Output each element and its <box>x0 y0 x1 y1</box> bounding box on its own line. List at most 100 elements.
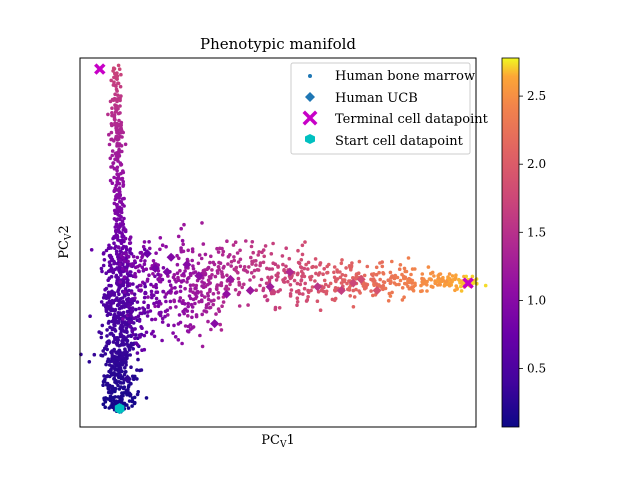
bone-marrow-point <box>104 309 109 314</box>
bone-marrow-point <box>125 297 129 302</box>
bone-marrow-point <box>226 287 231 291</box>
bone-marrow-point <box>128 251 132 255</box>
bone-marrow-point <box>110 165 115 169</box>
bone-marrow-point <box>124 389 128 394</box>
bone-marrow-point <box>348 294 353 298</box>
bone-marrow-point <box>129 313 133 318</box>
bone-marrow-point <box>129 381 133 386</box>
bone-marrow-point <box>107 142 112 147</box>
bone-marrow-point <box>118 332 123 336</box>
bone-marrow-point <box>232 258 236 263</box>
bone-marrow-point <box>173 286 177 290</box>
bone-marrow-point <box>158 247 162 252</box>
bone-marrow-point <box>111 357 115 361</box>
bone-marrow-point <box>108 268 112 273</box>
bone-marrow-point <box>120 197 125 201</box>
bone-marrow-point <box>102 396 106 401</box>
bone-marrow-point <box>178 289 183 294</box>
bone-marrow-point <box>179 248 183 252</box>
bone-marrow-point <box>185 257 190 262</box>
bone-marrow-point <box>117 186 122 190</box>
bone-marrow-point <box>142 333 147 338</box>
bone-marrow-point <box>302 266 307 271</box>
bone-marrow-point <box>122 356 127 360</box>
bone-marrow-point <box>197 253 202 257</box>
bone-marrow-point <box>313 257 318 261</box>
bone-marrow-point <box>215 269 220 273</box>
bone-marrow-point <box>119 144 124 148</box>
bone-marrow-point <box>284 264 288 269</box>
bone-marrow-point <box>200 293 204 298</box>
bone-marrow-point <box>310 265 314 270</box>
bone-marrow-point <box>232 255 236 259</box>
bone-marrow-point <box>261 260 266 265</box>
bone-marrow-point <box>108 312 113 317</box>
bone-marrow-point <box>188 327 193 331</box>
bone-marrow-point <box>112 293 117 297</box>
bone-marrow-point <box>322 278 327 283</box>
bone-marrow-point <box>115 71 119 75</box>
ucb-point <box>313 282 323 292</box>
bone-marrow-point <box>347 279 351 283</box>
x-axis-label-main: PC <box>261 433 280 448</box>
bone-marrow-point <box>154 251 158 255</box>
bone-marrow-point <box>402 266 407 271</box>
bone-marrow-point <box>141 306 145 310</box>
bone-marrow-point <box>151 259 156 263</box>
bone-marrow-point <box>306 295 310 299</box>
bone-marrow-point <box>257 250 261 254</box>
bone-marrow-point <box>107 307 112 311</box>
bone-marrow-point <box>130 404 134 408</box>
bone-marrow-point <box>226 262 230 266</box>
bone-marrow-point <box>191 283 196 287</box>
bone-marrow-point <box>235 251 240 255</box>
bone-marrow-point <box>242 282 246 287</box>
bone-marrow-point <box>112 115 117 120</box>
bone-marrow-point <box>126 259 130 264</box>
bone-marrow-point <box>149 292 154 297</box>
bone-marrow-point <box>114 399 119 404</box>
bone-marrow-point <box>289 288 294 292</box>
bone-marrow-point <box>107 299 112 304</box>
bone-marrow-point <box>188 271 193 276</box>
bone-marrow-point <box>122 372 127 377</box>
bone-marrow-point <box>295 303 299 308</box>
bone-marrow-point <box>458 284 463 289</box>
bone-marrow-point <box>111 395 116 400</box>
bone-marrow-point <box>105 347 109 352</box>
bone-marrow-point <box>321 272 325 277</box>
bone-marrow-point <box>115 97 120 101</box>
bone-marrow-point <box>124 363 128 367</box>
bone-marrow-point <box>129 365 133 370</box>
bone-marrow-point <box>129 341 134 346</box>
bone-marrow-point <box>117 190 122 194</box>
bone-marrow-point <box>115 172 120 177</box>
bone-marrow-point <box>130 396 135 400</box>
bone-marrow-point <box>120 301 125 305</box>
bone-marrow-point <box>216 291 221 295</box>
bone-marrow-point <box>108 325 112 330</box>
ucb-point <box>245 285 255 295</box>
bone-marrow-point <box>318 263 322 267</box>
bone-marrow-point <box>114 297 119 302</box>
bone-marrow-point <box>118 258 122 263</box>
bone-marrow-point <box>388 270 393 275</box>
bone-marrow-point <box>142 295 147 300</box>
bone-marrow-point <box>220 304 224 309</box>
bone-marrow-point <box>113 387 118 391</box>
bone-marrow-point <box>107 283 111 288</box>
bone-marrow-point <box>104 362 108 367</box>
bone-marrow-point <box>351 276 355 280</box>
bone-marrow-point <box>133 336 137 341</box>
bone-marrow-point <box>109 78 113 83</box>
bone-marrow-point <box>200 299 204 304</box>
bone-marrow-point <box>123 142 128 147</box>
bone-marrow-point <box>295 281 300 286</box>
bone-marrow-point <box>110 307 115 312</box>
bone-marrow-point <box>103 405 107 410</box>
bone-marrow-point <box>249 244 254 249</box>
bone-marrow-point <box>186 314 190 318</box>
legend-label-ucb: Human UCB <box>335 91 418 106</box>
bone-marrow-point <box>154 296 159 301</box>
bone-marrow-point <box>249 271 254 275</box>
